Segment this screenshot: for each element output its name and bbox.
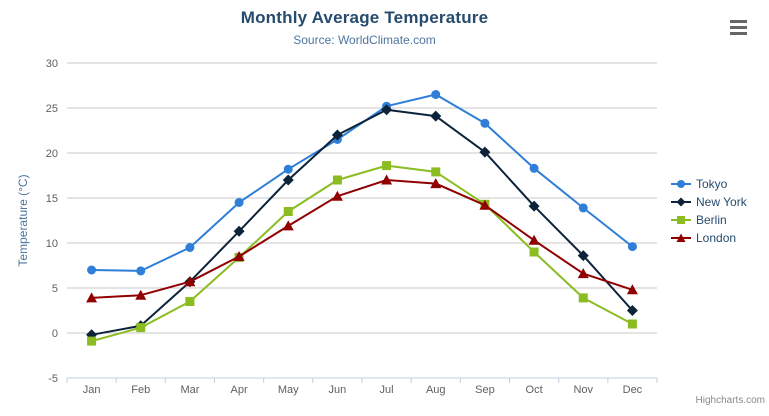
marker-triangle-london[interactable]	[381, 174, 393, 185]
x-axis-label: Jan	[83, 384, 101, 396]
legend-label: New York	[696, 195, 747, 209]
x-axis-label: Apr	[231, 384, 248, 396]
marker-triangle-london[interactable]	[528, 234, 540, 245]
marker-circle-tokyo[interactable]	[578, 203, 588, 213]
series-line-tokyo[interactable]	[90, 93, 634, 272]
legend-item-london[interactable]: London	[671, 231, 747, 245]
y-axis-title: Temperature (°C)	[16, 174, 30, 266]
credits-link[interactable]: Highcharts.com	[695, 395, 765, 406]
x-axis-label: Mar	[180, 384, 199, 396]
marker-triangle-london[interactable]	[626, 284, 638, 295]
marker-circle-tokyo[interactable]	[431, 90, 441, 99]
marker-triangle-london[interactable]	[577, 268, 589, 279]
marker-diamond-new-york[interactable]	[282, 174, 294, 186]
marker-square-berlin[interactable]	[382, 161, 392, 171]
marker-circle-tokyo[interactable]	[136, 266, 146, 276]
y-axis-label: 20	[46, 148, 58, 160]
marker-triangle-london[interactable]	[135, 289, 147, 300]
marker-diamond-new-york[interactable]	[479, 146, 491, 158]
y-axis-label: 25	[46, 103, 58, 115]
y-axis-label: 0	[52, 328, 58, 340]
marker-square-berlin[interactable]	[627, 319, 637, 329]
marker-circle-tokyo[interactable]	[480, 118, 490, 128]
y-axis-label: 10	[46, 238, 58, 250]
x-axis-label: Nov	[573, 384, 593, 396]
chart-subtitle: Source: WorldClimate.com	[293, 33, 436, 47]
legend-label: London	[696, 231, 737, 245]
x-axis-label: Sep	[475, 384, 495, 396]
x-axis-label: May	[278, 384, 299, 396]
legend-item-berlin[interactable]: Berlin	[671, 213, 747, 227]
y-axis-label: 5	[52, 283, 58, 295]
marker-triangle-london[interactable]	[184, 276, 196, 287]
marker-triangle-london[interactable]	[479, 199, 491, 210]
marker-circle-tokyo[interactable]	[234, 198, 244, 207]
series-line-berlin[interactable]	[90, 164, 634, 343]
y-axis-label: 15	[46, 193, 58, 205]
series-line-new-york[interactable]	[90, 108, 634, 336]
marker-diamond-new-york[interactable]	[528, 200, 540, 212]
marker-diamond-new-york[interactable]	[331, 129, 343, 141]
legend: Tokyo New York Berlin London	[671, 177, 747, 245]
marker-square-berlin[interactable]	[87, 336, 97, 346]
legend-item-tokyo[interactable]: Tokyo	[671, 177, 747, 191]
x-axis-label: Aug	[426, 384, 446, 396]
marker-circle-tokyo[interactable]	[529, 163, 539, 173]
legend-label: Tokyo	[696, 177, 728, 191]
diamond-icon	[671, 197, 691, 207]
marker-circle-tokyo[interactable]	[87, 265, 97, 275]
x-axis-label: Jul	[380, 384, 394, 396]
marker-diamond-new-york[interactable]	[233, 225, 245, 237]
triangle-icon	[671, 233, 691, 242]
marker-square-berlin[interactable]	[431, 167, 441, 177]
legend-label: Berlin	[696, 213, 727, 227]
marker-square-berlin[interactable]	[578, 293, 588, 303]
marker-triangle-london[interactable]	[86, 292, 98, 303]
marker-square-berlin[interactable]	[332, 175, 342, 185]
marker-circle-tokyo[interactable]	[627, 242, 637, 252]
circle-icon	[671, 180, 691, 188]
square-icon	[671, 216, 691, 224]
marker-diamond-new-york[interactable]	[381, 104, 393, 116]
marker-square-berlin[interactable]	[185, 297, 195, 306]
chart-title: Monthly Average Temperature	[240, 8, 489, 27]
marker-diamond-new-york[interactable]	[577, 250, 589, 262]
series-line-london[interactable]	[90, 179, 634, 299]
x-axis-label: Dec	[623, 384, 643, 396]
title-block: Monthly Average Temperature Source: Worl…	[0, 8, 729, 47]
marker-triangle-london[interactable]	[430, 178, 442, 189]
x-axis-label: Jun	[329, 384, 347, 396]
marker-square-berlin[interactable]	[136, 323, 146, 333]
marker-triangle-london[interactable]	[331, 190, 343, 201]
marker-triangle-london[interactable]	[282, 220, 294, 231]
context-menu-button[interactable]	[730, 20, 749, 35]
hamburger-icon	[730, 20, 747, 23]
hamburger-icon	[730, 32, 747, 35]
marker-diamond-new-york[interactable]	[430, 110, 442, 122]
hamburger-icon	[730, 26, 747, 29]
marker-circle-tokyo[interactable]	[185, 243, 195, 252]
marker-square-berlin[interactable]	[283, 207, 293, 216]
marker-diamond-new-york[interactable]	[626, 305, 638, 316]
y-axis-label: 30	[46, 58, 58, 70]
marker-square-berlin[interactable]	[529, 247, 539, 257]
x-axis-label: Feb	[131, 384, 150, 396]
x-axis-label: Oct	[526, 384, 543, 396]
marker-triangle-london[interactable]	[233, 251, 245, 261]
y-axis-label: -5	[48, 373, 58, 385]
legend-item-new-york[interactable]: New York	[671, 195, 747, 209]
marker-circle-tokyo[interactable]	[283, 164, 293, 174]
